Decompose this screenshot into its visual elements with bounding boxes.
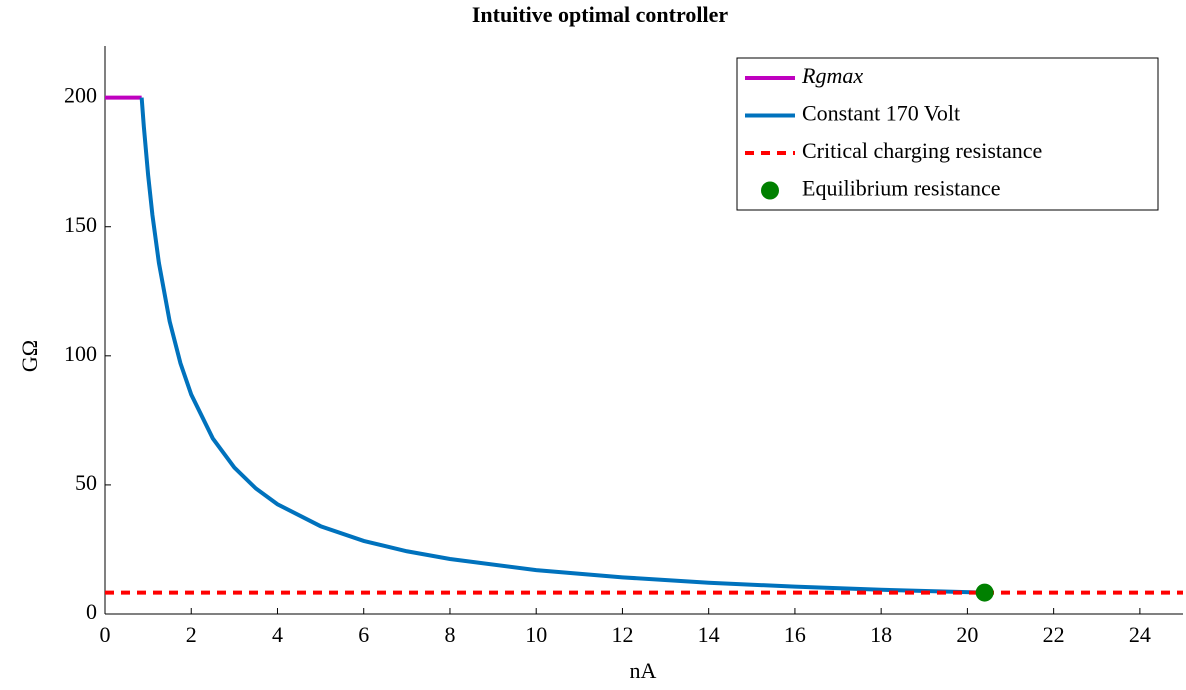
y-tick-label: 50 (75, 470, 97, 495)
x-tick-label: 0 (100, 622, 111, 647)
y-tick-label: 150 (64, 212, 97, 237)
x-tick-label: 6 (358, 622, 369, 647)
x-tick-label: 20 (956, 622, 978, 647)
x-tick-label: 22 (1043, 622, 1065, 647)
x-tick-label: 10 (525, 622, 547, 647)
legend-label: Constant 170 Volt (802, 101, 960, 126)
x-tick-label: 14 (698, 622, 720, 647)
x-tick-label: 24 (1129, 622, 1151, 647)
legend-label: Critical charging resistance (802, 138, 1042, 163)
y-axis-label: GΩ (17, 340, 42, 372)
legend-label: Rgmax (801, 63, 863, 88)
equilibrium-point (975, 583, 994, 602)
x-tick-label: 4 (272, 622, 283, 647)
y-tick-label: 100 (64, 341, 97, 366)
y-tick-label: 0 (86, 599, 97, 624)
x-tick-label: 8 (444, 622, 455, 647)
legend-marker (761, 181, 779, 200)
legend-label: Equilibrium resistance (802, 176, 1001, 201)
chart-title: Intuitive optimal controller (472, 2, 728, 27)
legend-box (736, 57, 1159, 211)
y-tick-label: 200 (64, 83, 97, 108)
x-tick-label: 18 (870, 622, 892, 647)
x-tick-label: 12 (611, 622, 633, 647)
x-tick-label: 2 (186, 622, 197, 647)
x-axis-label: nA (630, 658, 657, 683)
x-tick-label: 16 (784, 622, 806, 647)
series-line (139, 97, 985, 595)
